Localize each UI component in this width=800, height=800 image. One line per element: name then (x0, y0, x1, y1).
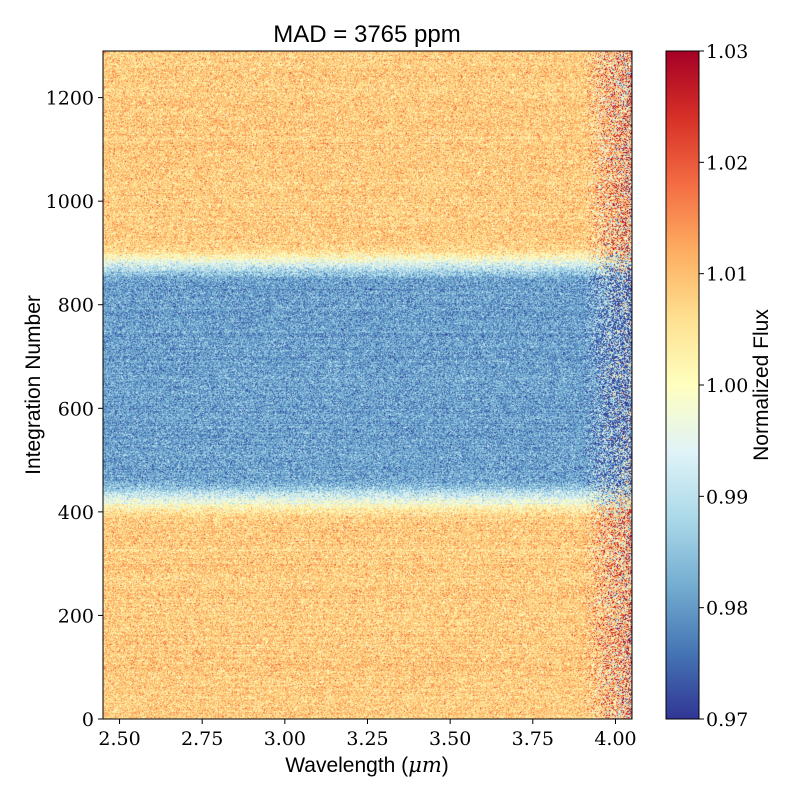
y-tick-label: 200 (58, 605, 94, 627)
colorbar-tick-label: 1.01 (706, 264, 748, 286)
colorbar-tick-label: 1.03 (706, 41, 748, 63)
y-tick-label: 800 (58, 295, 94, 317)
y-tick-label: 1200 (46, 88, 94, 110)
colorbar-label: Normalized Flux (750, 309, 773, 461)
heatmap-canvas (103, 51, 632, 719)
colorbar-tick-label: 1.00 (706, 375, 748, 397)
colorbar (665, 50, 700, 720)
y-axis: 0 200 400 600 800 1000 1200 (46, 88, 103, 731)
x-axis-label: Wavelength (μm) (285, 753, 449, 777)
chart-title: MAD = 3765 ppm (273, 21, 460, 48)
heatmap-area (103, 51, 632, 719)
x-tick-label: 2.75 (181, 728, 223, 750)
y-axis-label: Integration Number (22, 295, 45, 475)
colorbar-tick-label: 0.97 (706, 709, 748, 731)
x-tick-label: 4.00 (594, 728, 636, 750)
y-tick-label: 400 (58, 502, 94, 524)
x-tick-label: 3.25 (346, 728, 388, 750)
x-tick-label: 3.00 (264, 728, 306, 750)
x-tick-label: 3.75 (512, 728, 554, 750)
colorbar-axis: 0.97 0.98 0.99 1.00 1.01 1.02 1.03 (699, 41, 748, 731)
colorbar-tick-label: 0.99 (706, 486, 748, 508)
y-tick-label: 600 (58, 398, 94, 420)
colorbar-tick-label: 1.02 (706, 152, 748, 174)
y-tick-label: 0 (82, 709, 94, 731)
x-axis: 2.50 2.75 3.00 3.25 3.50 3.75 4.00 (98, 719, 637, 750)
colorbar-tick-label: 0.98 (706, 598, 748, 620)
y-tick-label: 1000 (46, 191, 94, 213)
x-tick-label: 2.50 (98, 728, 140, 750)
x-tick-label: 3.50 (429, 728, 471, 750)
